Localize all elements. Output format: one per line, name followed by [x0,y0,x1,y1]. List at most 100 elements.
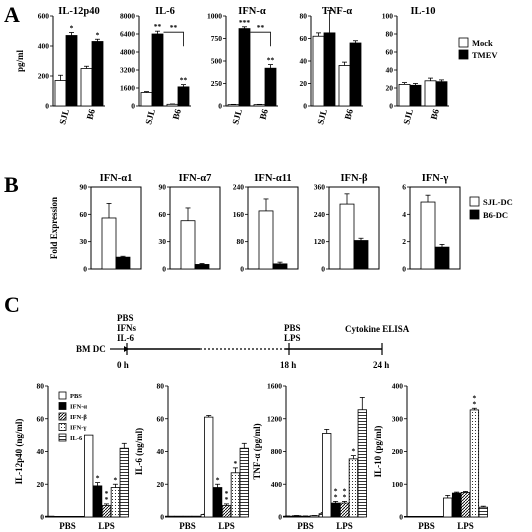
bar [272,263,288,270]
bar [330,502,341,518]
bar [339,502,350,518]
bar [230,472,241,518]
timeline-t0-item: IL-6 [117,333,135,343]
legend-swatch [58,433,67,442]
timeline-end-text: Cytokine ELISA [345,324,410,334]
bar [338,65,351,107]
bar [398,84,411,107]
y-tick-label: 100 [392,480,404,489]
y-tick-label: 20 [300,79,308,88]
bar [312,35,325,107]
significance-mark: ** [170,23,178,32]
y-tick-label: 0 [402,265,406,274]
significance-mark: * [96,30,100,39]
y-tick-label: 60 [386,48,394,57]
y-tick-label: 80 [237,237,245,246]
y-tick-label: 400 [271,480,283,489]
bar [238,28,251,107]
bar [54,80,67,107]
legend-label: Mock [472,38,493,48]
bar [182,515,193,518]
significance-mark: ** [267,56,275,65]
x-tick-label: B6 [171,107,184,120]
bar [451,492,462,518]
legend-swatch [458,37,469,48]
y-tick-label: 60 [157,414,165,423]
y-tick-label: 20 [37,480,45,489]
bar [309,515,320,518]
bar [191,515,202,518]
significance-mark: * [216,475,220,484]
y-tick-label: 4800 [120,48,135,57]
chart-title: IFN-β [340,173,368,184]
y-tick-label: 100 [382,12,394,21]
legend-swatch [58,391,67,400]
x-tick-label: SJL [315,108,329,126]
bar [349,42,362,107]
y-tick-label: 0 [321,265,325,274]
x-tick-label: SJL [230,108,244,126]
chart-title: IL-6 [155,6,175,17]
panel-label-b: B [4,172,19,197]
significance-mark: * [225,489,229,498]
chart-title: IFN-γ [422,173,449,184]
bar [264,67,277,107]
y-tick-label: 80 [37,382,45,391]
y-tick-label: 80 [300,12,308,21]
bar [119,447,129,518]
bar [194,264,210,270]
legend-a: Mock TMEV [458,37,498,60]
bar [409,84,422,107]
x-tick-label: PBS [418,521,435,531]
y-tick-label: 600 [38,12,50,21]
legend-swatch [469,209,480,220]
legend-label: IFN-γ [70,425,86,432]
y-tick-label: 1000 [207,12,222,21]
bar [291,515,302,518]
bar [239,447,249,518]
bar [469,409,480,518]
chart-b-7: 0 80 160 240 IFN-α11 [233,173,299,274]
bar [348,458,359,518]
y-axis-label: TNF-α (pg/ml) [252,423,262,479]
timeline: BM DC PBS IFNs IL-6 PBS LPS Cytokine ELI… [76,313,410,370]
y-tick-label: 1600 [267,382,282,391]
y-tick-label: 60 [37,414,45,423]
bar [53,516,64,518]
chart-title: IFN-α1 [100,173,133,184]
y-tick-label: 6 [402,183,406,192]
timeline-t0-item: PBS [117,313,134,323]
chart-title: IL-10 [410,6,435,17]
bar [92,485,103,518]
x-tick-label: B6 [343,107,356,120]
timeline-t18-item: PBS [284,323,301,333]
y-tick-label: 40 [300,57,308,66]
y-tick-label: 1600 [120,84,135,93]
panel-label-a: A [4,2,20,27]
significance-mark: * [343,492,347,501]
panel-label-c: C [4,292,20,317]
y-tick-label: 240 [233,183,245,192]
y-tick-label: 0 [40,513,44,522]
y-tick-label: 80 [386,30,394,39]
significance-mark: *** [239,18,251,27]
chart-a-3: 0 20 40 60 80 TNF-α SJL B6 [300,6,363,126]
bar [253,104,266,107]
y-tick-label: 40 [386,66,394,75]
y-tick-label: 0 [303,102,307,111]
y-tick-label: 60 [80,210,88,219]
bar [227,104,240,107]
bar [65,35,78,107]
bar [204,416,214,518]
bar [357,409,367,518]
y-tick-label: 300 [392,414,404,423]
significance-mark: ** [257,23,265,32]
significance-mark: * [352,447,356,456]
chart-title: IFN-α11 [254,173,291,184]
legend-label: SJL-DC [483,197,513,207]
y-tick-label: 0 [160,513,164,522]
significance-mark: * [105,489,109,498]
significance-mark: ** [154,22,162,31]
significance-mark: * [473,399,477,408]
